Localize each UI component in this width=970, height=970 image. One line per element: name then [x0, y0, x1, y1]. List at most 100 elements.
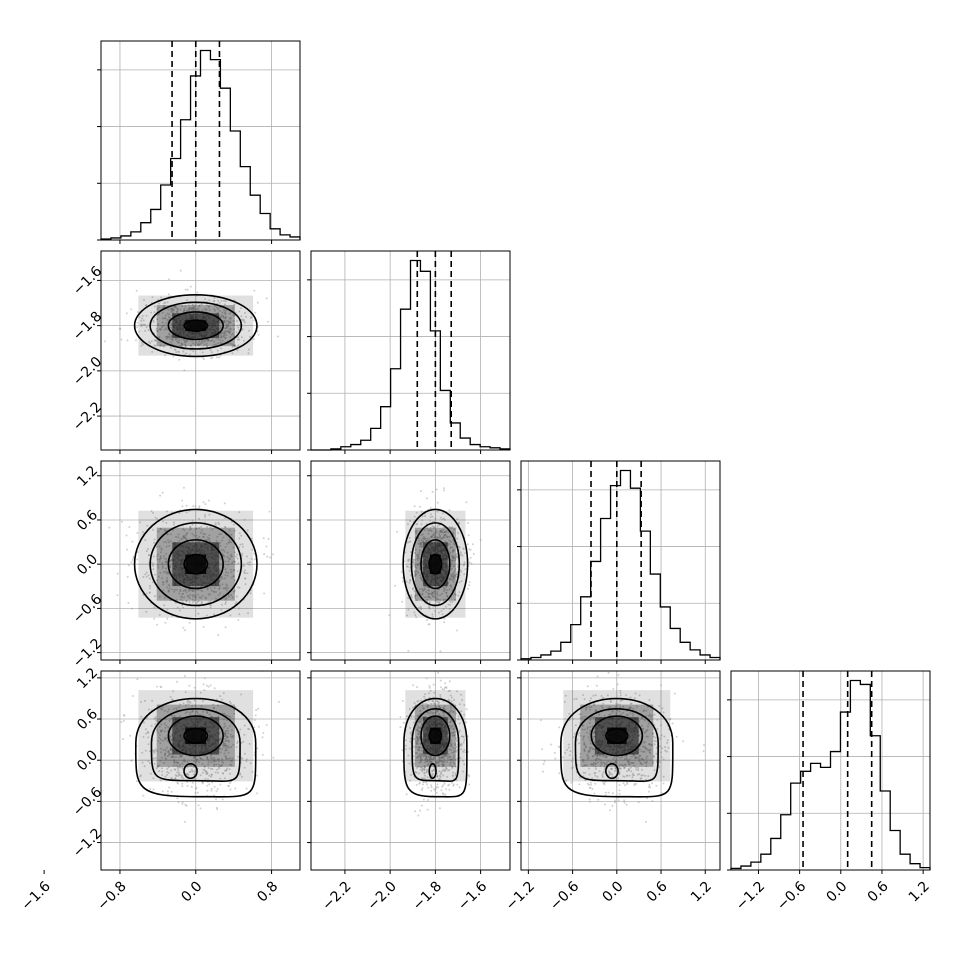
sample-point [166, 328, 169, 331]
sample-point [183, 675, 186, 678]
sample-point [222, 587, 225, 590]
sample-point [230, 333, 233, 336]
sample-point [456, 749, 459, 752]
sample-point [159, 556, 162, 559]
sample-point [210, 756, 213, 759]
sample-point [226, 319, 228, 322]
sample-point [436, 594, 439, 597]
sample-point [159, 729, 162, 732]
sample-point [154, 717, 157, 720]
sample-point [223, 330, 226, 333]
sample-point [187, 590, 190, 592]
sample-point [413, 570, 416, 573]
sample-point [226, 714, 228, 717]
sample-point [172, 756, 175, 759]
sample-point [404, 739, 407, 742]
sample-point [408, 540, 411, 543]
sample-point [204, 770, 207, 773]
sample-point [625, 694, 627, 697]
sample-point [224, 729, 227, 732]
sample-point [208, 537, 211, 540]
sample-point [217, 594, 220, 597]
sample-point [162, 324, 165, 327]
sample-point [227, 324, 230, 327]
sample-point [247, 727, 250, 730]
sample-point [205, 684, 208, 687]
sample-point [230, 533, 233, 536]
sample-point [416, 729, 418, 731]
sample-point [429, 519, 432, 522]
sample-point [234, 555, 237, 558]
sample-point [180, 345, 183, 348]
sample-point [213, 343, 216, 346]
sample-point [147, 708, 150, 711]
sample-point [240, 315, 243, 318]
sample-point [420, 759, 422, 762]
sample-point [452, 783, 455, 786]
sample-point [174, 337, 177, 340]
sample-point [452, 565, 455, 568]
sample-point [187, 594, 190, 597]
sample-point [186, 532, 189, 535]
sample-point [413, 561, 416, 564]
sample-point [423, 767, 426, 770]
sample-point [448, 756, 451, 758]
sample-point [240, 693, 243, 696]
histogram-step-line [311, 259, 511, 451]
sample-point [428, 686, 431, 689]
sample-point [442, 760, 445, 763]
sample-point [123, 714, 126, 717]
sample-point [176, 765, 179, 768]
histogram-panel-2 [517, 460, 721, 661]
sample-point [162, 739, 164, 742]
sample-point [244, 577, 247, 580]
sample-point [210, 773, 213, 776]
sample-point [436, 775, 439, 778]
sample-point [224, 577, 227, 580]
sample-point [449, 551, 452, 554]
sample-point [623, 766, 626, 769]
sample-point [158, 545, 161, 548]
sample-point [438, 701, 441, 704]
sample-point [433, 532, 435, 535]
sample-point [407, 608, 410, 611]
sample-point [225, 327, 228, 330]
sample-point [163, 738, 166, 741]
sample-point [190, 589, 193, 592]
sample-point [442, 714, 445, 717]
sample-point [436, 700, 439, 703]
sample-point [442, 765, 445, 768]
sample-point [443, 536, 446, 539]
sample-point [153, 541, 156, 544]
sample-point [256, 747, 259, 750]
sample-point [232, 575, 235, 578]
sample-point [433, 592, 436, 595]
sample-point [130, 308, 133, 311]
sample-point [156, 558, 159, 561]
sample-point [431, 515, 434, 518]
sample-point [168, 544, 171, 547]
sample-point [162, 555, 165, 558]
sample-point [436, 510, 439, 513]
sample-point [126, 548, 128, 551]
sample-point [633, 774, 635, 777]
sample-point [414, 595, 417, 597]
sample-point [420, 534, 423, 537]
sample-point [232, 546, 235, 549]
sample-point [164, 529, 167, 532]
sample-point [226, 732, 229, 735]
sample-point [418, 539, 421, 542]
sample-point [215, 306, 218, 309]
sample-point [174, 349, 177, 351]
sample-point [194, 761, 197, 764]
sample-point [412, 587, 415, 590]
sample-point [153, 749, 156, 752]
sample-point [451, 579, 454, 582]
sample-point [452, 727, 455, 730]
sample-point [160, 344, 162, 347]
sample-point [452, 784, 455, 787]
sample-point [228, 331, 231, 334]
sample-point [449, 584, 452, 587]
sample-point [164, 749, 167, 752]
sample-point [184, 344, 187, 347]
